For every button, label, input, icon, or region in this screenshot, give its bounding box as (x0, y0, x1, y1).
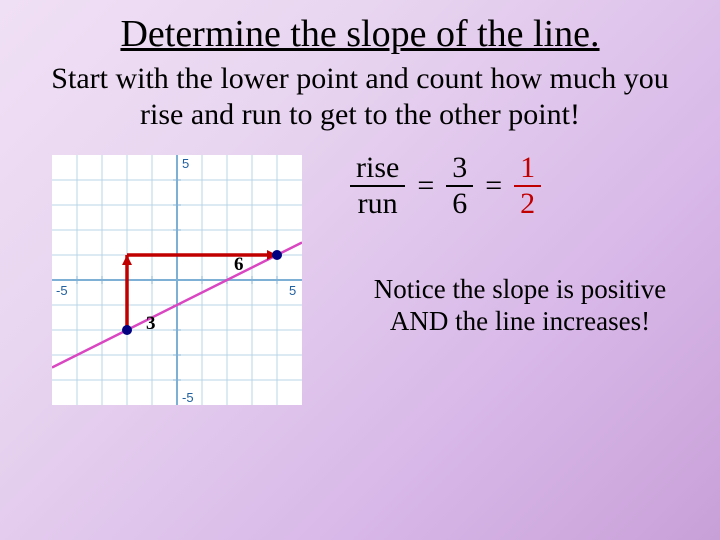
note-text: Notice the slope is positive AND the lin… (350, 273, 690, 338)
svg-text:-5: -5 (182, 390, 194, 405)
rise-label: 3 (146, 313, 156, 335)
frac-den: 2 (514, 187, 541, 219)
graph-container: -5 5 5 -5 6 3 (52, 155, 302, 405)
content-area: -5 5 5 -5 6 3 rise run = (0, 133, 720, 453)
svg-text:5: 5 (182, 156, 189, 171)
frac-num: 1 (514, 153, 541, 187)
fraction-rise-run: rise run (350, 153, 405, 219)
svg-text:5: 5 (289, 283, 296, 298)
fraction-1-2: 1 2 (514, 153, 541, 219)
equation-area: rise run = 3 6 = 1 2 (350, 153, 690, 219)
frac-num: rise (350, 153, 405, 187)
frac-num: 3 (446, 153, 473, 187)
run-label: 6 (234, 254, 244, 276)
instruction-text: Start with the lower point and count how… (0, 56, 720, 133)
frac-den: 6 (446, 187, 473, 219)
frac-den: run (352, 187, 404, 219)
svg-text:-5: -5 (56, 283, 68, 298)
slope-equation: rise run = 3 6 = 1 2 (350, 153, 690, 219)
fraction-3-6: 3 6 (446, 153, 473, 219)
equals-sign: = (485, 169, 502, 203)
slide-title: Determine the slope of the line. (0, 0, 720, 56)
coordinate-graph: -5 5 5 -5 (52, 155, 302, 405)
equals-sign: = (417, 169, 434, 203)
